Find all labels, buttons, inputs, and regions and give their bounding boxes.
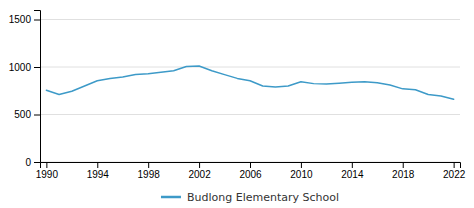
legend-item: Budlong Elementary School bbox=[161, 191, 339, 204]
y-tick-mark bbox=[34, 67, 40, 68]
y-tick-mark bbox=[34, 115, 40, 116]
y-tick-label: 0 bbox=[25, 157, 31, 168]
x-tick-mark bbox=[250, 162, 251, 168]
x-tick: 1990 bbox=[36, 162, 59, 180]
x-tick-label: 2006 bbox=[239, 169, 262, 180]
x-tick-label: 2002 bbox=[188, 169, 211, 180]
x-tick-mark bbox=[199, 162, 200, 168]
x-tick: 2022 bbox=[443, 162, 466, 180]
x-tick-mark bbox=[46, 162, 47, 168]
legend-swatch bbox=[161, 196, 181, 199]
x-axis: 1990 1994 1998 2002 2006 2010 2014 2018 2022 bbox=[36, 162, 466, 180]
y-tick: 1500 bbox=[9, 14, 40, 25]
y-tick-label: 1500 bbox=[9, 14, 32, 25]
x-tick-mark bbox=[352, 162, 353, 168]
y-tick-label: 1000 bbox=[9, 62, 32, 73]
y-tick-label: 500 bbox=[14, 109, 31, 120]
y-axis: 0 500 1000 1500 bbox=[9, 11, 41, 168]
y-tick-mark bbox=[34, 20, 40, 21]
x-axis-line bbox=[41, 163, 461, 169]
x-tick: 2002 bbox=[188, 162, 211, 180]
x-tick: 1994 bbox=[87, 162, 110, 180]
y-tick: 1000 bbox=[9, 62, 40, 73]
x-tick-label: 2018 bbox=[392, 169, 415, 180]
y-tick-mark bbox=[34, 162, 40, 163]
x-tick-label: 2014 bbox=[341, 169, 364, 180]
x-tick: 2010 bbox=[290, 162, 313, 180]
x-tick-label: 1998 bbox=[138, 169, 161, 180]
x-tick: 2018 bbox=[392, 162, 415, 180]
x-tick-mark bbox=[403, 162, 404, 168]
x-tick-label: 2010 bbox=[290, 169, 313, 180]
x-tick: 2014 bbox=[341, 162, 364, 180]
x-tick-mark bbox=[97, 162, 98, 168]
y-tick: 500 bbox=[14, 109, 40, 120]
x-tick: 2006 bbox=[239, 162, 262, 180]
x-tick-label: 1994 bbox=[87, 169, 110, 180]
x-tick-mark bbox=[148, 162, 149, 168]
grid-line bbox=[40, 19, 460, 20]
legend-label: Budlong Elementary School bbox=[187, 191, 339, 204]
y-axis-line bbox=[34, 11, 41, 163]
x-tick-label: 1990 bbox=[36, 169, 59, 180]
x-tick-label: 2022 bbox=[443, 169, 466, 180]
chart: 1990 1994 1998 2002 2006 2010 2014 2018 2022 0 500… bbox=[0, 0, 474, 208]
x-tick-mark bbox=[301, 162, 302, 168]
x-tick: 1998 bbox=[138, 162, 161, 180]
grid-line bbox=[40, 67, 460, 68]
grid-line bbox=[40, 114, 460, 115]
series-group bbox=[46, 66, 453, 99]
y-tick: 0 bbox=[25, 157, 40, 168]
series-line bbox=[46, 66, 453, 99]
x-tick-mark bbox=[454, 162, 455, 168]
legend: Budlong Elementary School bbox=[161, 191, 339, 204]
plot: 1990 1994 1998 2002 2006 2010 2014 2018 2022 0 500… bbox=[9, 11, 466, 181]
grid bbox=[40, 20, 460, 163]
